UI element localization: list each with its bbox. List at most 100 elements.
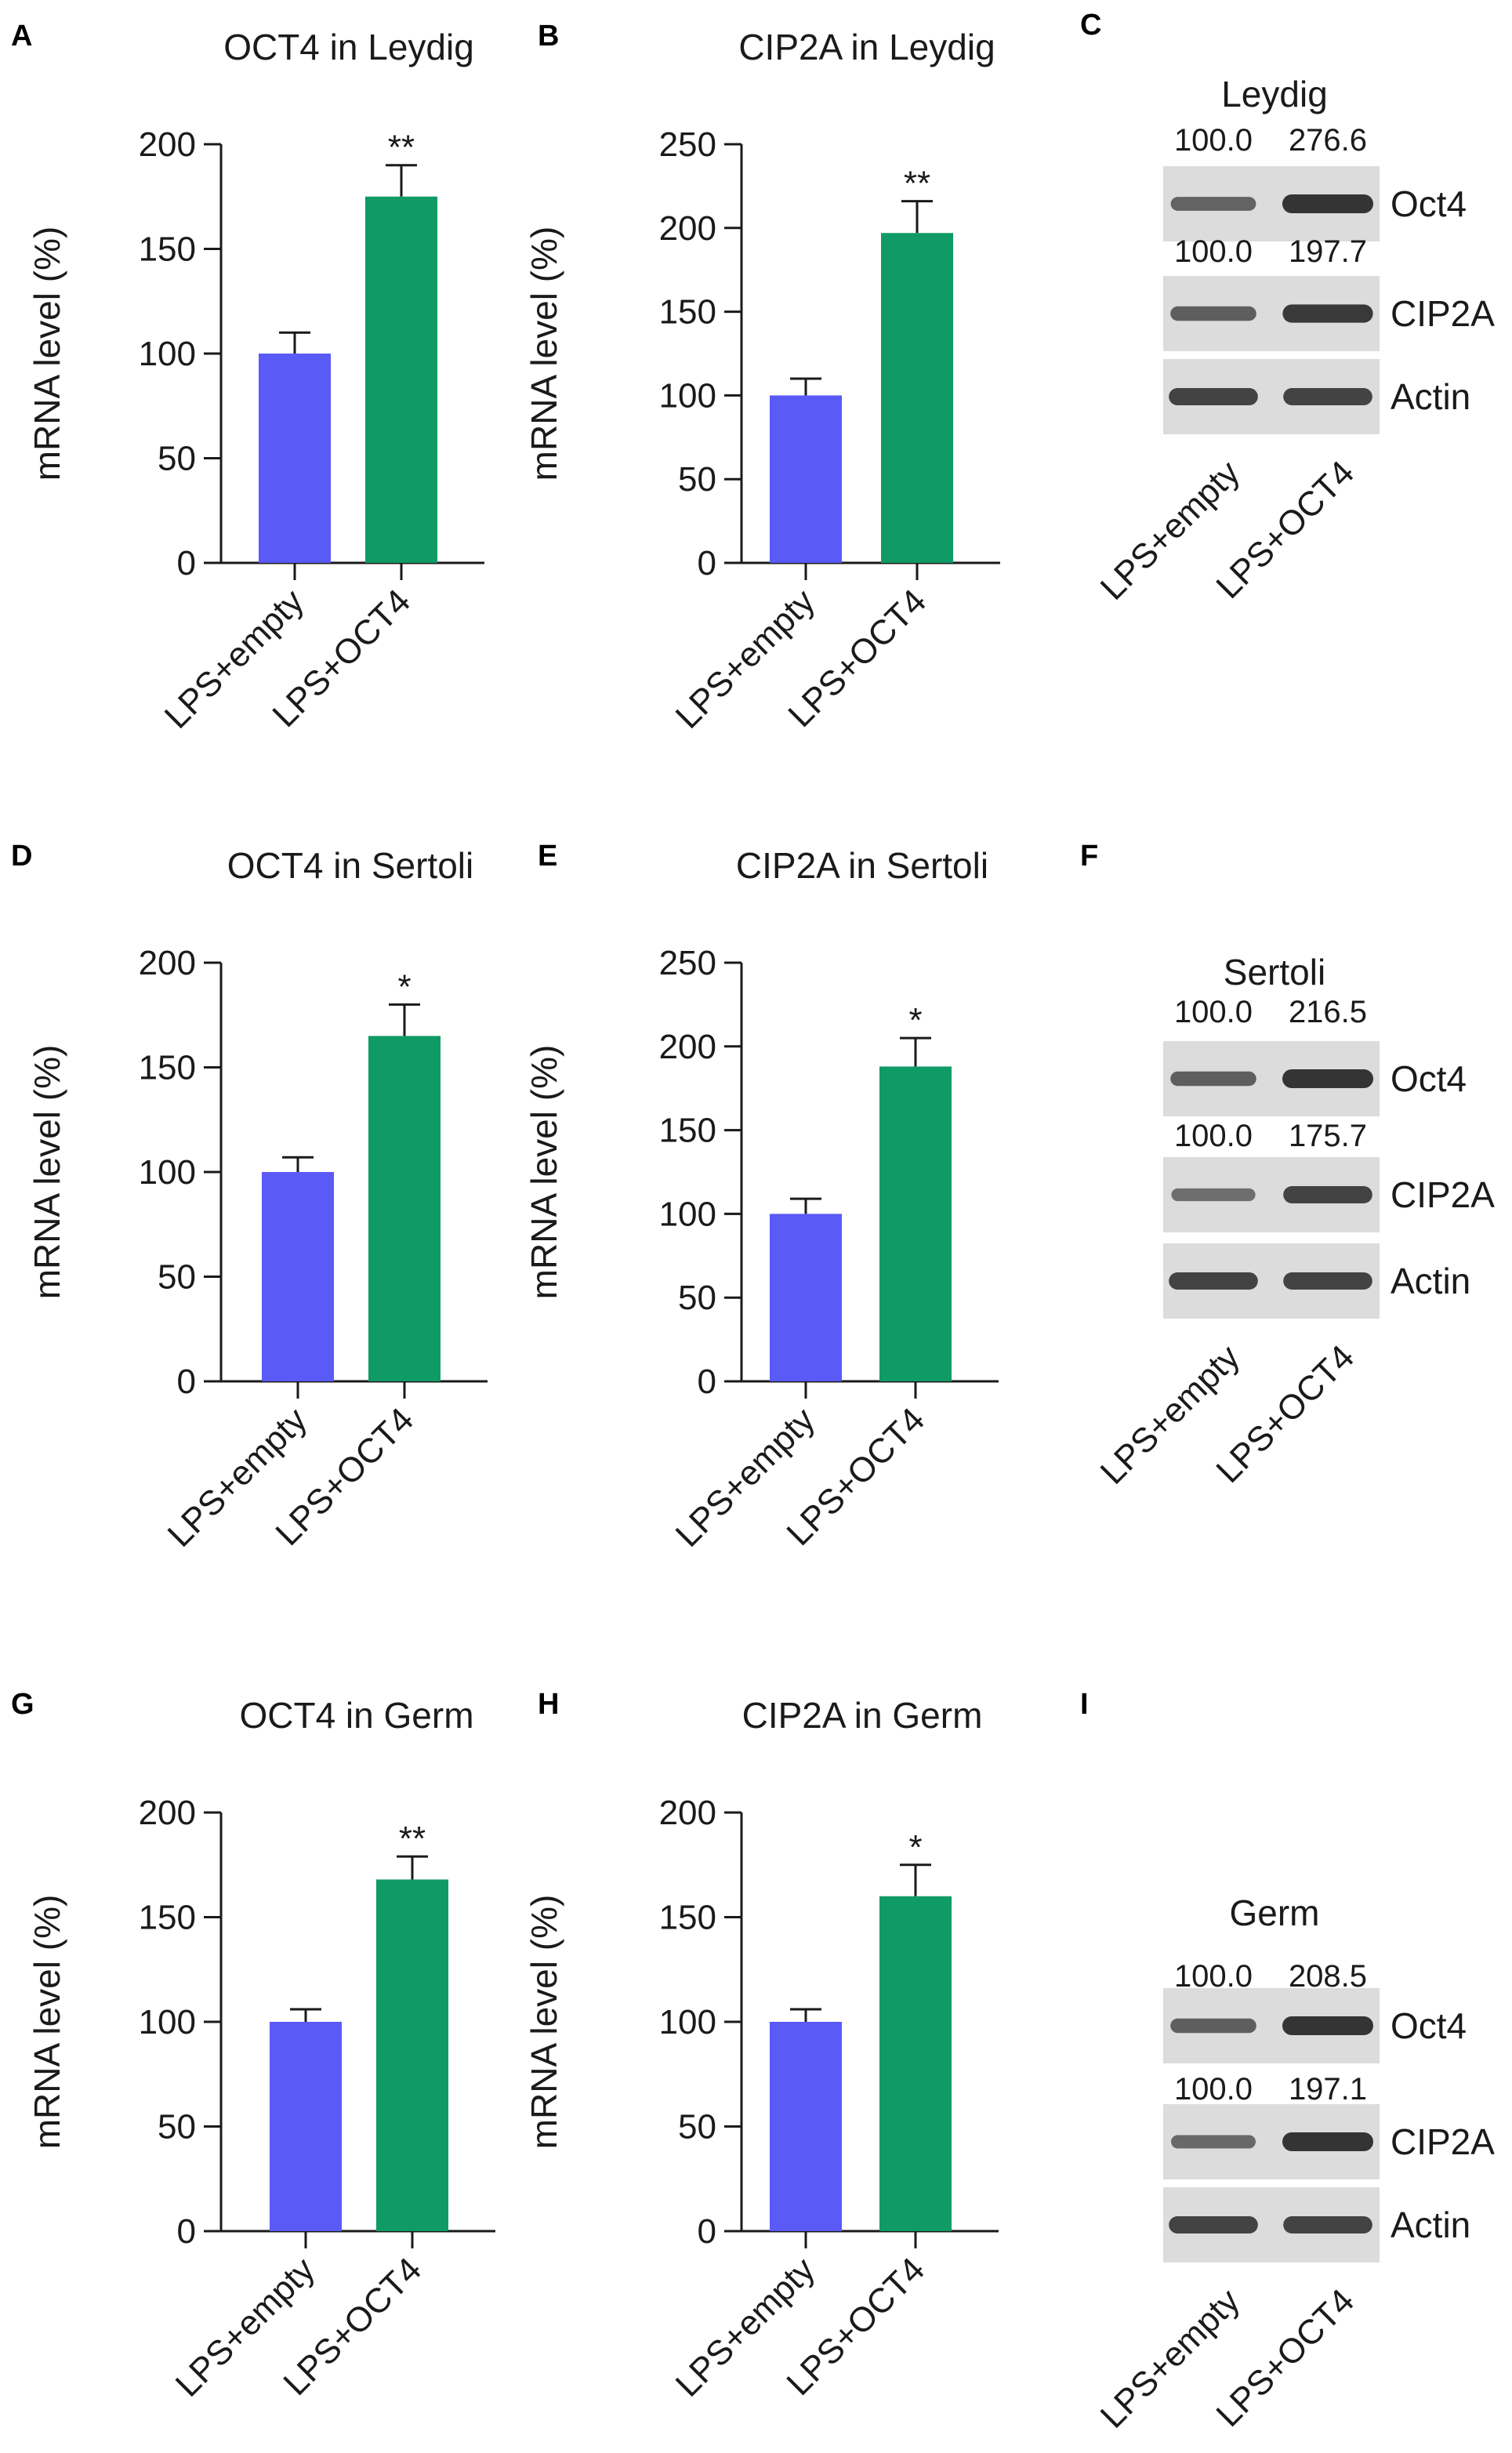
- blot-quant-value: 208.5: [1289, 1959, 1367, 1994]
- y-tick-label: 150: [659, 1899, 716, 1937]
- y-tick-label: 150: [139, 1899, 196, 1937]
- bar-lps-oct4: [376, 1879, 448, 2231]
- y-tick-label: 100: [659, 1195, 716, 1233]
- bar-chart-d: D OCT4 in Sertoli 0 50 100 150 200 mRNA level (…: [11, 840, 488, 1555]
- blot-band: [1169, 2216, 1258, 2233]
- blot-band: [1282, 2132, 1373, 2151]
- blot-band: [1283, 1186, 1372, 1203]
- y-axis-label: mRNA level (%): [27, 227, 67, 481]
- y-tick-label: 100: [139, 1153, 196, 1192]
- y-tick-label: 0: [177, 1363, 196, 1401]
- blot-quant-value: 100.0: [1174, 234, 1253, 269]
- panel-letter: E: [538, 840, 557, 873]
- y-tick-label: 200: [659, 1028, 716, 1066]
- y-axis-label: mRNA level (%): [27, 1895, 67, 2150]
- blot-quant-value: 100.0: [1174, 1119, 1253, 1153]
- blot-row-label: Actin: [1391, 1261, 1470, 1301]
- y-tick-label: 100: [139, 2003, 196, 2041]
- y-tick-label: 100: [659, 2003, 716, 2041]
- significance-marker: **: [904, 165, 930, 203]
- y-tick-label: 50: [678, 1279, 716, 1317]
- y-axis-label: mRNA level (%): [524, 1045, 564, 1300]
- bar-chart-b: B CIP2A in Leydig 0 50 100 150 200 250 mRNA leve…: [524, 20, 1000, 736]
- chart-title: CIP2A in Leydig: [738, 27, 995, 67]
- blot-row-label: Oct4: [1391, 1058, 1467, 1099]
- blot-band: [1282, 304, 1373, 323]
- blot-band: [1170, 1071, 1256, 1087]
- blot-title: Sertoli: [1224, 952, 1325, 992]
- blot-band: [1170, 197, 1256, 211]
- chart-title: CIP2A in Sertoli: [736, 845, 988, 886]
- blot-quant-value: 197.1: [1289, 2072, 1367, 2106]
- y-tick-label: 250: [659, 944, 716, 982]
- blot-row-label: CIP2A: [1391, 1174, 1495, 1215]
- significance-marker: *: [908, 1828, 922, 1867]
- blot-row-label: Actin: [1391, 2204, 1470, 2245]
- chart-title: CIP2A in Germ: [742, 1695, 983, 1736]
- y-tick-label: 200: [659, 209, 716, 248]
- blot-quant-value: 100.0: [1174, 1959, 1253, 1994]
- panel-letter: F: [1080, 840, 1098, 873]
- y-tick-label: 100: [139, 335, 196, 373]
- bar-chart-h: H CIP2A in Germ 0 50 100 150 200 mRNA level (%)…: [524, 1688, 999, 2404]
- blot-band: [1169, 1272, 1258, 1290]
- y-tick-label: 0: [698, 2212, 716, 2251]
- blot-quant-value: 100.0: [1174, 123, 1253, 158]
- blot-quant-value: 197.7: [1289, 234, 1367, 269]
- blot-band: [1171, 1188, 1256, 1202]
- panel-letter: B: [538, 20, 559, 53]
- blot-quant-value: 216.5: [1289, 995, 1367, 1029]
- significance-marker: *: [397, 967, 411, 1006]
- bar-lps-empty: [262, 1172, 334, 1381]
- y-tick-label: 150: [659, 293, 716, 332]
- y-tick-label: 0: [177, 2212, 196, 2251]
- bar-lps-oct4: [879, 1896, 952, 2231]
- y-axis-label: mRNA level (%): [524, 1895, 564, 2150]
- chart-title: OCT4 in Germ: [239, 1695, 473, 1736]
- bar-lps-empty: [770, 2022, 842, 2231]
- blot-quant-value: 100.0: [1174, 995, 1253, 1029]
- blot-band: [1169, 388, 1258, 405]
- y-tick-label: 0: [177, 544, 196, 582]
- blot-band: [1171, 2135, 1256, 2149]
- western-blot-c: C Leydig Oct4 100.0 276.6 CIP2A 100.0 197.7 Acti…: [1080, 9, 1495, 608]
- significance-marker: **: [399, 1820, 426, 1858]
- y-tick-label: 150: [139, 1049, 196, 1087]
- y-tick-label: 200: [139, 1794, 196, 1832]
- blot-band: [1283, 2216, 1372, 2233]
- y-tick-label: 250: [659, 125, 716, 164]
- significance-marker: **: [388, 129, 415, 167]
- blot-quant-value: 175.7: [1289, 1119, 1367, 1153]
- panel-letter: I: [1080, 1688, 1089, 1721]
- blot-quant-value: 276.6: [1289, 123, 1367, 158]
- bar-lps-oct4: [368, 1036, 441, 1381]
- y-tick-label: 150: [139, 230, 196, 269]
- bar-lps-oct4: [879, 1066, 952, 1381]
- blot-title: Germ: [1230, 1892, 1320, 1933]
- y-tick-label: 0: [698, 544, 716, 582]
- bar-lps-oct4: [881, 233, 953, 563]
- blot-row-label: Oct4: [1391, 2005, 1467, 2046]
- blot-band: [1282, 194, 1373, 213]
- bar-lps-empty: [270, 2022, 342, 2231]
- y-tick-label: 50: [678, 2108, 716, 2146]
- y-tick-label: 50: [158, 1258, 196, 1297]
- blot-band: [1282, 2016, 1373, 2035]
- blot-band: [1283, 1272, 1372, 1290]
- y-tick-label: 0: [698, 1363, 716, 1401]
- y-tick-label: 50: [158, 2108, 196, 2146]
- chart-title: OCT4 in Sertoli: [227, 845, 473, 886]
- western-blot-f: F Sertoli Oct4 100.0 216.5 CIP2A 100.0 175.7 Act…: [1080, 840, 1495, 1492]
- y-tick-label: 200: [139, 944, 196, 982]
- panel-letter: D: [11, 840, 32, 873]
- y-axis-label: mRNA level (%): [524, 227, 564, 481]
- panel-letter: H: [538, 1688, 559, 1721]
- blot-title: Leydig: [1221, 74, 1328, 114]
- blot-row-label: CIP2A: [1391, 2121, 1495, 2162]
- chart-title: OCT4 in Leydig: [223, 27, 474, 67]
- y-axis-label: mRNA level (%): [27, 1045, 67, 1300]
- y-tick-label: 50: [158, 440, 196, 478]
- panel-letter: C: [1080, 9, 1101, 42]
